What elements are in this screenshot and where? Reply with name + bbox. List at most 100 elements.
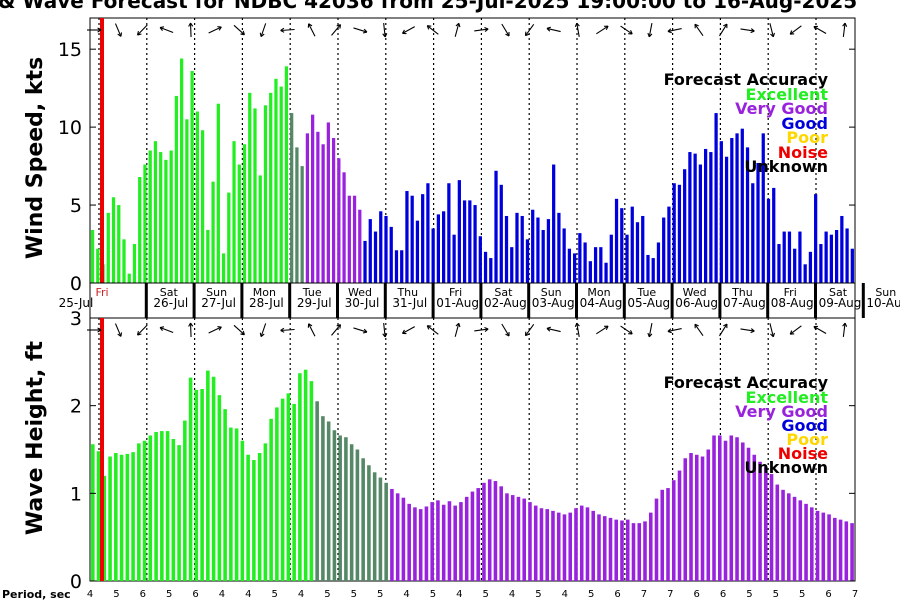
legend-noise: Noise (778, 444, 828, 463)
period-value: 7 (641, 589, 647, 600)
direction-arrow (233, 24, 245, 36)
arrow-head (384, 333, 388, 338)
bar (646, 254, 650, 283)
arrow-head (525, 33, 530, 37)
period-value: 5 (746, 589, 752, 600)
bar (246, 454, 250, 581)
bar (295, 147, 299, 283)
arrow-head (117, 333, 122, 337)
bar (303, 369, 308, 581)
bar (421, 194, 425, 283)
bar (290, 113, 294, 284)
bar (829, 234, 833, 283)
arrow-head (546, 328, 551, 332)
arrow-head (188, 22, 192, 27)
bar (378, 477, 383, 581)
direction-arrow (648, 23, 653, 37)
arrow-head (648, 333, 653, 338)
bar (666, 488, 670, 581)
direction-arrow (525, 324, 535, 336)
bar (395, 493, 400, 581)
bar (372, 472, 377, 581)
direction-arrow (159, 26, 174, 34)
bar (510, 247, 514, 283)
bar (185, 119, 189, 283)
bar (132, 244, 137, 283)
bar (844, 521, 849, 581)
bar (321, 416, 325, 581)
bar (470, 491, 475, 581)
wind-panel: 0 5 10 15 (58, 17, 856, 295)
direction-arrow (501, 23, 510, 37)
bar (442, 211, 446, 283)
bar (746, 447, 751, 581)
bar (338, 435, 342, 581)
bar (740, 442, 745, 581)
day-separator (861, 283, 865, 318)
arrow-head (630, 30, 633, 35)
direction-arrow (769, 23, 774, 37)
bar (119, 454, 124, 581)
day-name: Mon (587, 286, 610, 299)
day-name: Tue (302, 286, 322, 299)
bar (654, 498, 659, 581)
arrow-head (813, 326, 817, 331)
bar (641, 215, 645, 283)
arrow-head (402, 329, 405, 334)
day-date: 30-Jul (345, 296, 380, 310)
day-date: 06-Aug (675, 296, 718, 310)
direction-arrow (474, 28, 489, 32)
day-separator (527, 283, 531, 318)
period-value: 4 (403, 589, 409, 600)
period-value: 6 (694, 589, 700, 600)
bar (160, 431, 164, 581)
bar (223, 409, 227, 581)
bar (637, 523, 642, 581)
bar (602, 516, 607, 581)
bar (164, 159, 168, 283)
bar (735, 437, 739, 581)
bar (620, 520, 624, 581)
now-marker (100, 18, 104, 283)
bar (803, 264, 807, 283)
bar (206, 230, 210, 283)
bar (153, 141, 158, 283)
bar (730, 138, 734, 283)
bar (593, 247, 598, 283)
arrow-head (382, 33, 386, 38)
bar (683, 458, 688, 581)
bar (430, 502, 434, 581)
arrow-head (242, 330, 245, 335)
direction-arrow (525, 24, 535, 36)
arrow-head (117, 33, 122, 37)
bar (777, 244, 781, 283)
bar (585, 507, 590, 581)
bar (630, 206, 634, 283)
bar (384, 215, 388, 283)
bar (309, 381, 314, 581)
day-separator (383, 283, 387, 318)
bar (815, 510, 820, 581)
bar (729, 435, 734, 581)
period-value: 7 (852, 589, 858, 600)
day-date: 28-Jul (249, 296, 284, 310)
arrow-head (280, 327, 285, 331)
bar (379, 211, 383, 283)
direction-arrow (546, 327, 561, 333)
bar (557, 212, 561, 283)
bar (390, 488, 394, 581)
day-date: 09-Aug (819, 296, 862, 310)
day-separator (192, 283, 196, 318)
arrow-head (647, 332, 650, 338)
bar (660, 489, 665, 581)
bar (248, 92, 252, 283)
arrow-head (842, 322, 846, 327)
period-value: 6 (825, 589, 831, 600)
bar (138, 177, 142, 283)
direction-arrow (694, 323, 704, 337)
arrow-head (363, 328, 368, 333)
bar (536, 217, 540, 283)
bar (572, 253, 577, 283)
bar (520, 215, 524, 283)
y-tick-label: 5 (70, 195, 82, 217)
